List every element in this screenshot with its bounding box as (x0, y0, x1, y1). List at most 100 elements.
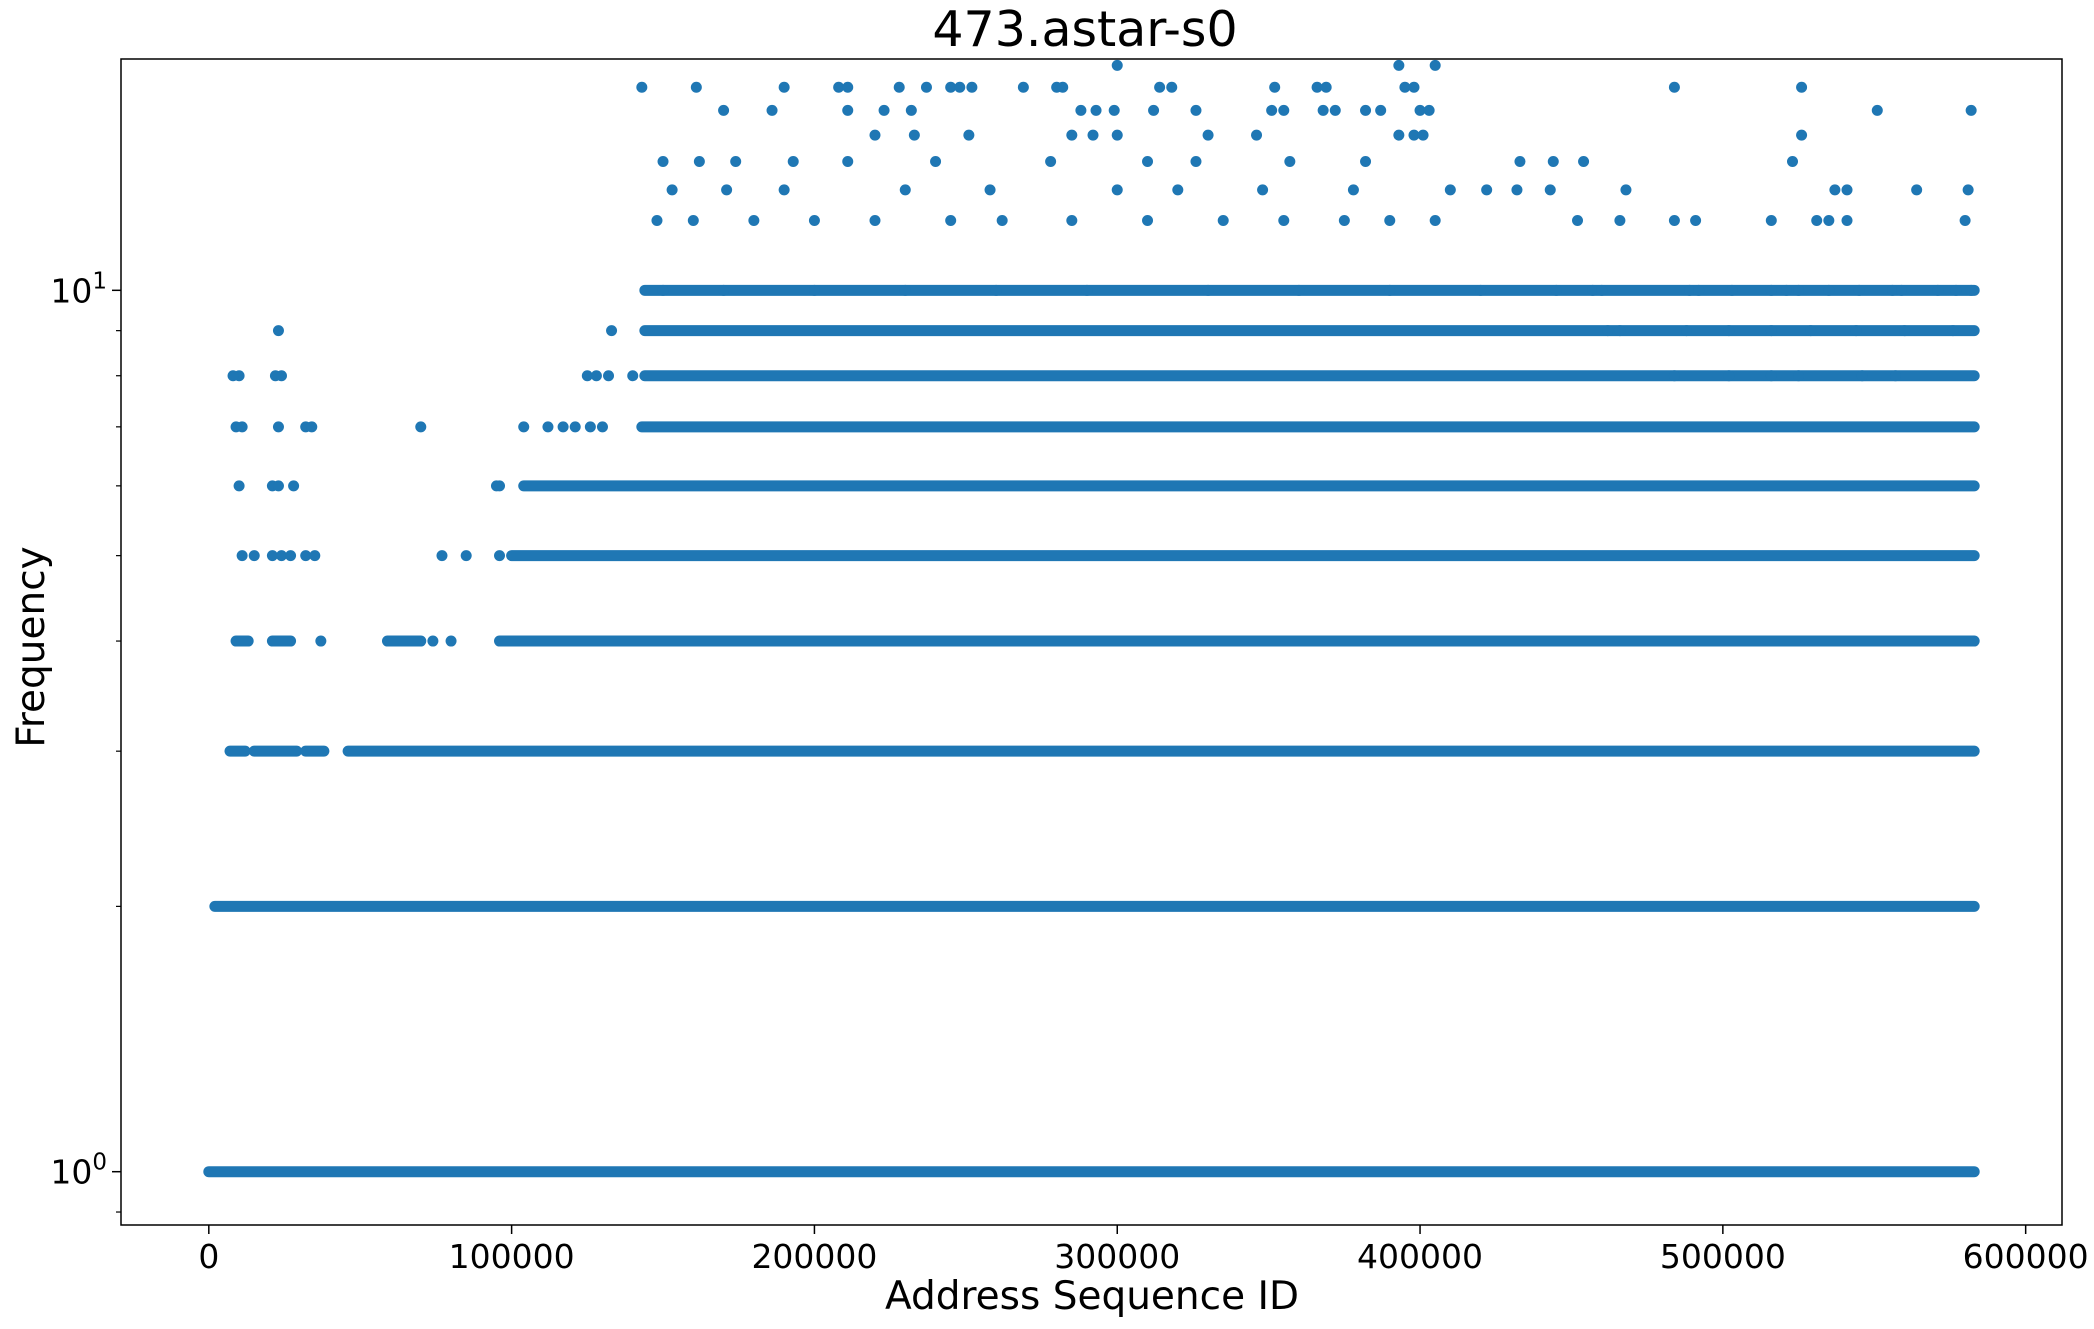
data-point (1384, 284, 1396, 296)
data-point (1765, 325, 1777, 337)
data-point (427, 635, 439, 647)
data-point (1602, 325, 1614, 337)
data-point (306, 421, 318, 433)
data-point (1417, 129, 1429, 141)
data-point (657, 156, 669, 168)
x-tick-label: 400000 (1357, 1237, 1483, 1276)
data-point (1911, 184, 1923, 196)
data-point (687, 215, 699, 227)
data-point (1017, 81, 1029, 93)
data-point (990, 284, 1002, 296)
data-point (666, 184, 678, 196)
data-point (1393, 59, 1405, 71)
data-point (1850, 325, 1862, 337)
data-point (1793, 284, 1805, 296)
data-point (778, 184, 790, 196)
data-point (1856, 370, 1868, 382)
data-point (842, 156, 854, 168)
data-point (1360, 156, 1372, 168)
data-point (842, 81, 854, 93)
data-point (1066, 215, 1078, 227)
data-point (1202, 129, 1214, 141)
data-point (908, 129, 920, 141)
data-point (1111, 129, 1123, 141)
data-point (569, 421, 581, 433)
data-point (1142, 156, 1154, 168)
data-point (651, 215, 663, 227)
data-point (1266, 104, 1278, 116)
data-point (1614, 215, 1626, 227)
data-point (1620, 184, 1632, 196)
data-point (1668, 370, 1680, 382)
data-point (930, 156, 942, 168)
data-point (460, 550, 472, 562)
data-point (1723, 370, 1735, 382)
data-point (1550, 284, 1562, 296)
data-point (1614, 325, 1626, 337)
data-point (1805, 325, 1817, 337)
data-point (905, 104, 917, 116)
data-point (1111, 59, 1123, 71)
x-tick-label: 600000 (1963, 1237, 2089, 1276)
data-point (1311, 81, 1323, 93)
data-point (272, 480, 284, 492)
data-point (730, 156, 742, 168)
data-point (590, 370, 602, 382)
data-point (1681, 325, 1693, 337)
data-point (966, 81, 978, 93)
data-point (1886, 284, 1898, 296)
data-point (1429, 215, 1441, 227)
data-point (1384, 215, 1396, 227)
data-point (309, 550, 321, 562)
data-point (603, 370, 615, 382)
data-point (518, 421, 530, 433)
data-point (1684, 284, 1696, 296)
data-point (1081, 284, 1093, 296)
data-point (1596, 284, 1608, 296)
data-point (1787, 156, 1799, 168)
data-point (1871, 104, 1883, 116)
data-point (1723, 325, 1735, 337)
data-point (315, 635, 327, 647)
data-point (1360, 104, 1372, 116)
data-point (1329, 104, 1341, 116)
y-tick-label: 100 (50, 1150, 107, 1192)
data-point (1514, 156, 1526, 168)
y-axis-label: Frequency (9, 546, 54, 747)
data-point (1293, 284, 1305, 296)
data-point (490, 480, 502, 492)
y-tick-label: 101 (50, 268, 107, 310)
data-point (954, 81, 966, 93)
data-point (627, 370, 639, 382)
data-point (445, 635, 457, 647)
data-point (1257, 184, 1269, 196)
data-point (1320, 81, 1332, 93)
data-point (1217, 215, 1229, 227)
data-point (1251, 129, 1263, 141)
data-point (557, 421, 569, 433)
data-point (657, 284, 669, 296)
data-point (1959, 215, 1971, 227)
x-tick-label: 200000 (751, 1237, 877, 1276)
data-point (1393, 129, 1405, 141)
data-point (1932, 284, 1944, 296)
data-point (893, 81, 905, 93)
data-point (542, 421, 554, 433)
data-point (1408, 81, 1420, 93)
data-point (899, 184, 911, 196)
data-point (1811, 215, 1823, 227)
data-point (996, 215, 1008, 227)
data-point (1111, 184, 1123, 196)
data-point (1841, 184, 1853, 196)
data-point (1947, 325, 1959, 337)
data-point (984, 184, 996, 196)
data-point (1278, 215, 1290, 227)
data-point (878, 104, 890, 116)
data-point (300, 550, 312, 562)
data-point (1511, 184, 1523, 196)
data-point (248, 550, 260, 562)
data-point (1693, 284, 1705, 296)
data-point (1547, 156, 1559, 168)
